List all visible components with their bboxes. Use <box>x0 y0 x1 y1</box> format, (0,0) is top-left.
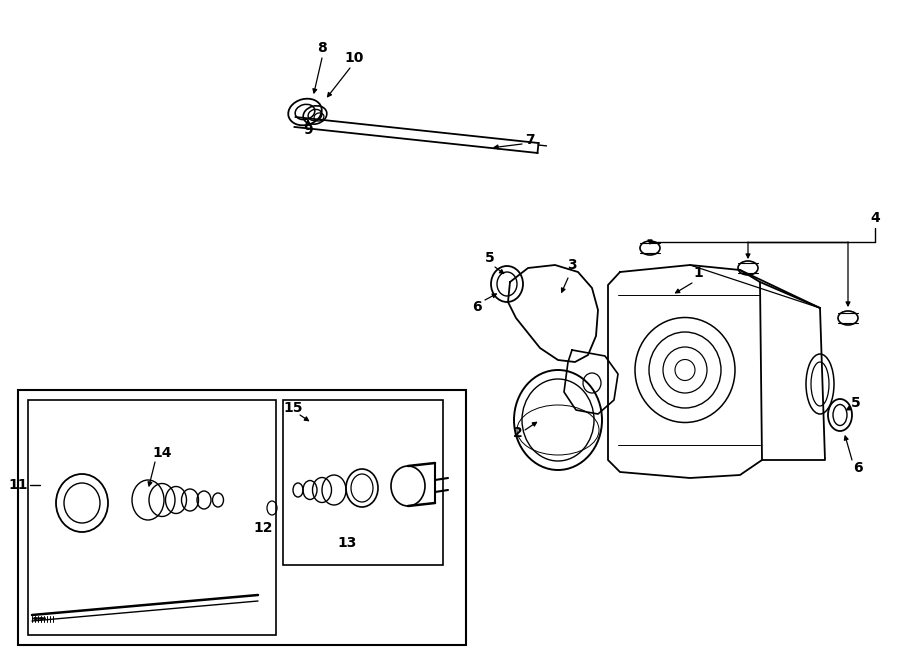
Text: 4: 4 <box>870 211 880 225</box>
Text: 11: 11 <box>8 478 28 492</box>
Text: 6: 6 <box>853 461 863 475</box>
Text: 9: 9 <box>303 123 313 137</box>
Text: 10: 10 <box>345 51 364 65</box>
Text: 14: 14 <box>152 446 172 460</box>
Text: 6: 6 <box>472 300 482 314</box>
Text: 15: 15 <box>284 401 302 415</box>
Text: 8: 8 <box>317 41 327 55</box>
Text: 13: 13 <box>338 536 356 550</box>
Text: 5: 5 <box>851 396 861 410</box>
Text: 7: 7 <box>526 133 535 147</box>
Text: 5: 5 <box>485 251 495 265</box>
Bar <box>28 400 276 635</box>
Bar <box>18 390 466 645</box>
Text: 3: 3 <box>567 258 577 272</box>
Bar <box>283 400 443 565</box>
Text: 12: 12 <box>253 521 273 535</box>
Text: 2: 2 <box>513 426 523 440</box>
Text: 1: 1 <box>693 266 703 280</box>
